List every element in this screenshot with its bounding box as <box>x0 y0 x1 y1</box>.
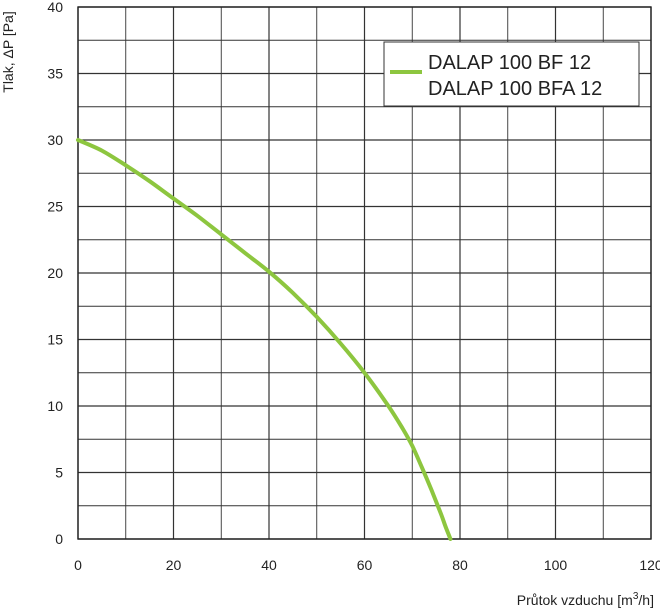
y-tick-label: 15 <box>47 332 63 348</box>
x-axis-label: Průtok vzduchu [m3/h] <box>517 591 654 608</box>
x-tick-label: 40 <box>261 557 277 573</box>
legend-box <box>383 41 640 107</box>
x-tick-label: 80 <box>452 557 468 573</box>
x-tick-label: 100 <box>544 557 568 573</box>
x-tick-label: 60 <box>357 557 373 573</box>
y-tick-label: 5 <box>55 465 63 481</box>
legend: DALAP 100 BF 12 DALAP 100 BFA 12 <box>383 41 640 107</box>
x-axis-label-unit-sup: 3 <box>633 591 639 602</box>
x-tick-labels: 0 20 40 60 80 100 120 <box>74 557 660 573</box>
y-tick-label: 40 <box>47 0 63 15</box>
legend-entry-1: DALAP 100 BF 12 <box>428 52 591 74</box>
y-tick-label: 20 <box>47 265 63 281</box>
x-axis-label-unit-post: /h] <box>638 592 654 608</box>
x-tick-label: 0 <box>74 557 82 573</box>
y-tick-label: 0 <box>55 531 63 547</box>
x-tick-label: 20 <box>166 557 182 573</box>
y-tick-labels: 0 5 10 15 20 25 30 35 40 <box>47 0 63 547</box>
x-axis-label-unit-pre: [m <box>617 592 633 608</box>
series-group <box>76 138 453 541</box>
x-axis-label-main: Průtok vzduchu <box>517 592 614 608</box>
y-tick-label: 30 <box>47 132 63 148</box>
y-axis-label: Tlak, ΔP [Pa] <box>0 11 16 92</box>
series-line <box>76 138 453 541</box>
legend-entry-2: DALAP 100 BFA 12 <box>428 78 602 100</box>
y-tick-label: 35 <box>47 66 63 82</box>
y-tick-label: 10 <box>47 398 63 414</box>
plot-frame <box>77 6 652 540</box>
x-tick-label: 120 <box>639 557 660 573</box>
y-tick-label: 25 <box>47 199 63 215</box>
